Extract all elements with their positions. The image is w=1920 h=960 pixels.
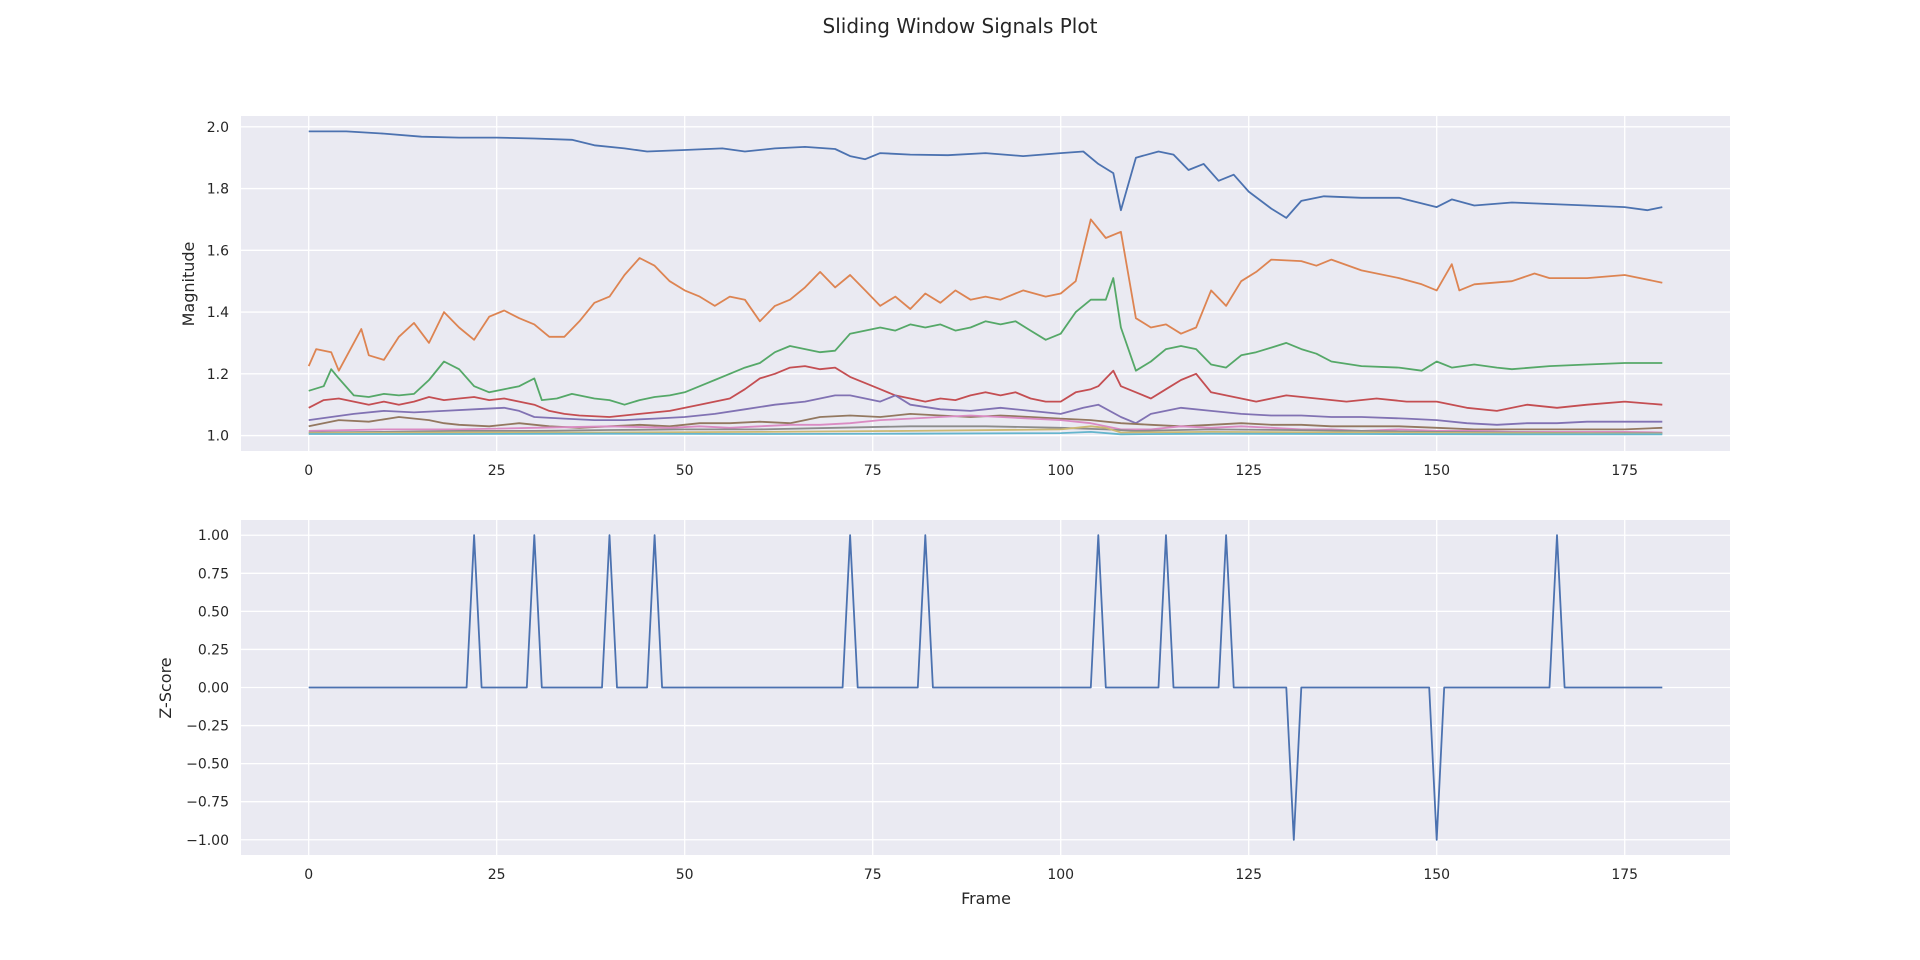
magnitude-x-tick-label: 100	[1047, 463, 1074, 479]
magnitude-series-line-7	[308, 414, 1663, 434]
magnitude-y-tick-label: 1.8	[207, 182, 229, 198]
zscore-y-tick-label: 0.25	[198, 642, 229, 658]
zscore-x-tick-label: 75	[864, 867, 882, 883]
magnitude-series-line-10	[308, 431, 1663, 436]
magnitude-x-tick-label: 75	[864, 463, 882, 479]
magnitude-series-line-8	[308, 425, 1663, 434]
magnitude-plot-area	[241, 116, 1730, 451]
magnitude-gridlines	[241, 116, 1730, 451]
magnitude-y-tick-label: 2.0	[207, 120, 229, 136]
figure-title: Sliding Window Signals Plot	[823, 14, 1098, 38]
zscore-axes: 0 25 50 75 100 125 150 175 1.00 0.75 0.50 0.25 0.00…	[156, 520, 1730, 908]
zscore-y-axis-label: Z-Score	[156, 657, 175, 718]
zscore-x-tick-label: 50	[676, 867, 694, 883]
zscore-series-line-1	[308, 534, 1663, 841]
magnitude-x-tick-label: 175	[1611, 463, 1638, 479]
zscore-series	[308, 534, 1663, 841]
zscore-x-tick-label: 100	[1047, 867, 1074, 883]
zscore-y-tick-label: 0.00	[198, 681, 229, 697]
magnitude-x-ticks: 0 25 50 75 100 125 150 175	[304, 463, 1638, 479]
zscore-x-tick-label: 0	[304, 867, 313, 883]
magnitude-series-line-5	[308, 394, 1663, 426]
magnitude-x-tick-label: 25	[488, 463, 506, 479]
magnitude-x-tick-label: 125	[1235, 463, 1262, 479]
magnitude-axes: 0 25 50 75 100 125 150 175 1.0 1.2 1.4 1.6 1.8 2.0 M…	[179, 116, 1730, 479]
zscore-y-tick-label: −0.25	[186, 719, 229, 735]
magnitude-series	[307, 130, 1663, 436]
zscore-x-tick-label: 150	[1423, 867, 1450, 883]
magnitude-series-line-3	[308, 277, 1663, 406]
magnitude-y-tick-label: 1.6	[207, 243, 229, 259]
magnitude-series-line-4	[308, 365, 1663, 418]
zscore-x-axis-label: Frame	[961, 889, 1011, 908]
magnitude-series-line-6	[308, 413, 1663, 431]
zscore-x-tick-label: 125	[1235, 867, 1262, 883]
zscore-y-tick-label: 1.00	[198, 528, 229, 544]
zscore-y-ticks: 1.00 0.75 0.50 0.25 0.00 −0.25 −0.50 −0.75 −1.00	[186, 528, 229, 849]
magnitude-x-tick-label: 150	[1423, 463, 1450, 479]
magnitude-x-tick-label: 0	[304, 463, 313, 479]
magnitude-y-tick-label: 1.4	[207, 305, 229, 321]
zscore-y-tick-label: −0.75	[186, 795, 229, 811]
zscore-x-tick-label: 25	[488, 867, 506, 883]
zscore-x-tick-label: 175	[1611, 867, 1638, 883]
magnitude-y-tick-label: 1.2	[207, 367, 229, 383]
magnitude-x-tick-label: 50	[676, 463, 694, 479]
magnitude-series-line-9	[308, 425, 1663, 435]
magnitude-y-axis-label: Magnitude	[179, 242, 198, 327]
zscore-y-tick-label: 0.75	[198, 566, 229, 582]
zscore-y-tick-label: −0.50	[186, 757, 229, 773]
magnitude-series-line-1	[308, 130, 1663, 219]
magnitude-series-line-2	[307, 218, 1663, 372]
zscore-y-tick-label: −1.00	[186, 833, 229, 849]
zscore-x-ticks: 0 25 50 75 100 125 150 175	[304, 867, 1638, 883]
zscore-y-tick-label: 0.50	[198, 604, 229, 620]
magnitude-y-tick-label: 1.0	[207, 429, 229, 445]
magnitude-y-ticks: 1.0 1.2 1.4 1.6 1.8 2.0	[207, 120, 229, 445]
